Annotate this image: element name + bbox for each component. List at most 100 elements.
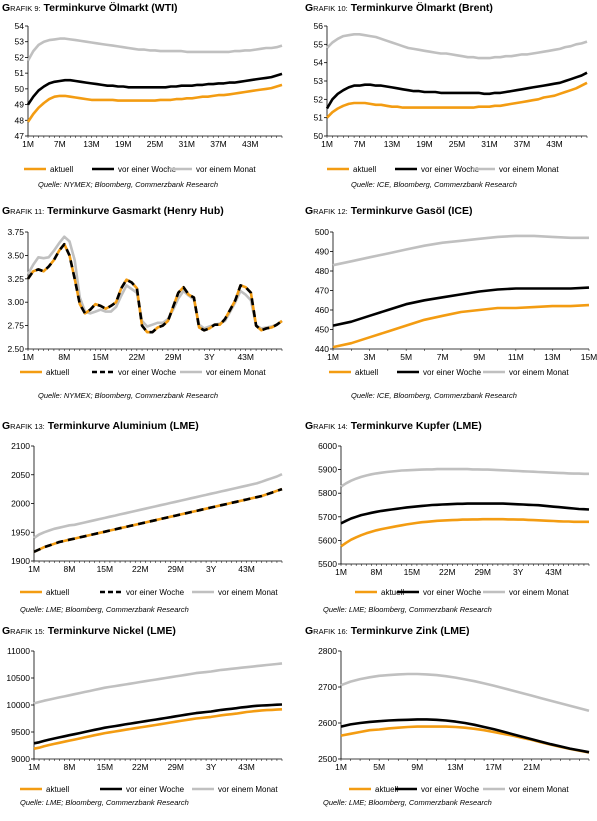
x-tick-label: 15M xyxy=(97,762,114,772)
y-tick-label: 450 xyxy=(315,325,329,335)
y-tick-label: 440 xyxy=(315,344,329,354)
legend-label-aktuell: aktuell xyxy=(375,785,398,794)
legend-label-aktuell: aktuell xyxy=(46,588,69,597)
y-tick-label: 51 xyxy=(314,113,324,123)
x-tick-label: 8M xyxy=(64,762,76,772)
x-tick-label: 22M xyxy=(132,564,149,574)
y-tick-label: 2700 xyxy=(318,682,337,692)
axes: 2500 2600 2700 2800 1M 5M 9M 13M 17M 21M xyxy=(318,646,590,772)
series-line-aktuell xyxy=(332,303,590,349)
x-tick-label: 3Y xyxy=(206,762,217,772)
panel-aluminium: GRAFIK 13: Terminkurve Aluminium (LME) 1… xyxy=(2,420,292,616)
series-line-monat xyxy=(340,467,589,488)
legend-label-monat: vor einem Monat xyxy=(196,165,256,174)
x-tick-label: 29M xyxy=(167,762,184,772)
legend-label-woche: vor einer Woche xyxy=(118,165,177,174)
legend: aktuell vor einer Woche vor einem Monat xyxy=(329,368,569,377)
y-tick-label: 49 xyxy=(15,100,25,110)
axes: 47 48 49 50 51 52 53 54 1M 7M 13M 19M 25M 31M 37M 43M xyxy=(15,21,283,149)
x-tick-label: 29M xyxy=(167,564,184,574)
x-tick-label: 17M xyxy=(485,762,502,772)
x-tick-label: 43M xyxy=(238,564,255,574)
x-tick-label: 3Y xyxy=(513,567,524,577)
source-note: Quelle: NYMEX; Bloomberg, Commerzbank Re… xyxy=(38,180,219,189)
chart-wti: 47 48 49 50 51 52 53 54 1M 7M 13M 19M 25M 31M 37M 43M ak… xyxy=(15,21,283,174)
panel-title: GRAFIK 9: Terminkurve Ölmarkt (WTI) xyxy=(2,2,178,14)
legend-label-aktuell: aktuell xyxy=(355,368,378,377)
series-line-woche xyxy=(332,286,590,327)
legend-label-woche: vor einer Woche xyxy=(423,368,482,377)
panel-nickel: GRAFIK 15: Terminkurve Nickel (LME) 9000… xyxy=(2,625,292,821)
x-tick-label: 5M xyxy=(400,352,412,362)
axes: 50 51 52 53 54 55 56 1M 7M 13M 19M 25M 31M 37M 43M xyxy=(314,21,588,149)
series-line-monat xyxy=(326,32,588,60)
legend: aktuell vor einer Woche vor einem Monat xyxy=(24,165,256,174)
y-tick-label: 2600 xyxy=(318,718,337,728)
panel-title: GRAFIK 13: Terminkurve Aluminium (LME) xyxy=(2,420,199,432)
x-tick-label: 25M xyxy=(147,139,164,149)
legend-label-monat: vor einem Monat xyxy=(509,588,569,597)
x-tick-label: 19M xyxy=(115,139,132,149)
panel-title: GRAFIK 15: Terminkurve Nickel (LME) xyxy=(2,625,176,637)
legend-label-monat: vor einem Monat xyxy=(509,368,569,377)
series-line-monat xyxy=(33,473,283,540)
y-tick-label: 3.25 xyxy=(7,274,24,284)
axes: 1900 1950 2000 2050 2100 1M 8M 15M 22M 29M 3Y 43M xyxy=(11,441,283,574)
series-line-woche xyxy=(26,72,283,106)
series-line-aktuell xyxy=(340,725,590,754)
legend-label-woche: vor einer Woche xyxy=(421,165,480,174)
y-tick-label: 1900 xyxy=(11,556,30,566)
chart-brent: 50 51 52 53 54 55 56 1M 7M 13M 19M 25M 31M 37M 43M aktu… xyxy=(314,21,588,174)
legend-label-woche: vor einer Woche xyxy=(421,785,480,794)
panel-title: GRAFIK 12: Terminkurve Gasöl (ICE) xyxy=(305,205,473,217)
y-tick-label: 52 xyxy=(15,52,25,62)
y-tick-label: 500 xyxy=(315,227,329,237)
y-tick-label: 48 xyxy=(15,115,25,125)
x-tick-label: 13M xyxy=(384,139,401,149)
legend: aktuell vor einer Woche vor einem Monat xyxy=(349,785,569,794)
x-tick-label: 3Y xyxy=(206,564,217,574)
y-tick-label: 2500 xyxy=(318,754,337,764)
y-tick-label: 2800 xyxy=(318,646,337,656)
source-note: Quelle: LME; Bloomberg, Commerzbank Rese… xyxy=(20,798,189,807)
y-tick-label: 9000 xyxy=(11,754,30,764)
legend-label-aktuell: aktuell xyxy=(353,165,376,174)
x-tick-label: 13M xyxy=(83,139,100,149)
panel-gasoel: GRAFIK 12: Terminkurve Gasöl (ICE) 440 45… xyxy=(305,205,597,401)
legend: aktuell vor einer Woche vor einem Monat xyxy=(20,785,278,794)
y-tick-label: 2.50 xyxy=(7,344,24,354)
y-tick-label: 53 xyxy=(15,37,25,47)
x-tick-label: 11M xyxy=(508,352,524,362)
x-tick-label: 43M xyxy=(546,139,563,149)
x-tick-label: 1M xyxy=(22,139,34,149)
x-tick-label: 29M xyxy=(165,352,182,362)
legend: aktuell vor einer Woche vor einem Monat xyxy=(327,165,559,174)
x-tick-label: 3Y xyxy=(204,352,215,362)
x-tick-label: 15M xyxy=(581,352,597,362)
y-tick-label: 3.50 xyxy=(7,250,24,260)
series-line-monat xyxy=(26,37,283,62)
series-line-monat xyxy=(26,235,283,330)
legend-label-woche: vor einer Woche xyxy=(126,588,185,597)
legend: aktuell vor einer Woche vor einem Monat xyxy=(20,368,266,377)
x-tick-label: 1M xyxy=(327,352,339,362)
y-tick-label: 5900 xyxy=(318,465,337,475)
source-note: Quelle: NYMEX; Bloomberg, Commerzbank Re… xyxy=(38,391,219,400)
chart-nickel: 9000 9500 10000 10500 11000 1M 8M 15M 22M 29M 3Y 43… xyxy=(6,646,283,794)
y-tick-label: 55 xyxy=(314,39,324,49)
x-tick-label: 8M xyxy=(371,567,383,577)
source-note: Quelle: ICE, Bloomberg, Commerzbank Rese… xyxy=(351,180,517,189)
x-tick-label: 31M xyxy=(481,139,498,149)
series-line-aktuell xyxy=(340,517,589,548)
y-tick-label: 5600 xyxy=(318,535,337,545)
y-tick-label: 10000 xyxy=(6,700,30,710)
series-line-woche xyxy=(33,703,283,745)
y-tick-label: 2.75 xyxy=(7,321,24,331)
y-tick-label: 3.75 xyxy=(7,227,24,237)
x-tick-label: 7M xyxy=(437,352,449,362)
x-tick-label: 13M xyxy=(544,352,561,362)
y-tick-label: 3.00 xyxy=(7,297,24,307)
x-tick-label: 13M xyxy=(447,762,464,772)
panel-brent: GRAFIK 10: Terminkurve Ölmarkt (Brent) 5… xyxy=(305,2,595,198)
y-tick-label: 6000 xyxy=(318,441,337,451)
